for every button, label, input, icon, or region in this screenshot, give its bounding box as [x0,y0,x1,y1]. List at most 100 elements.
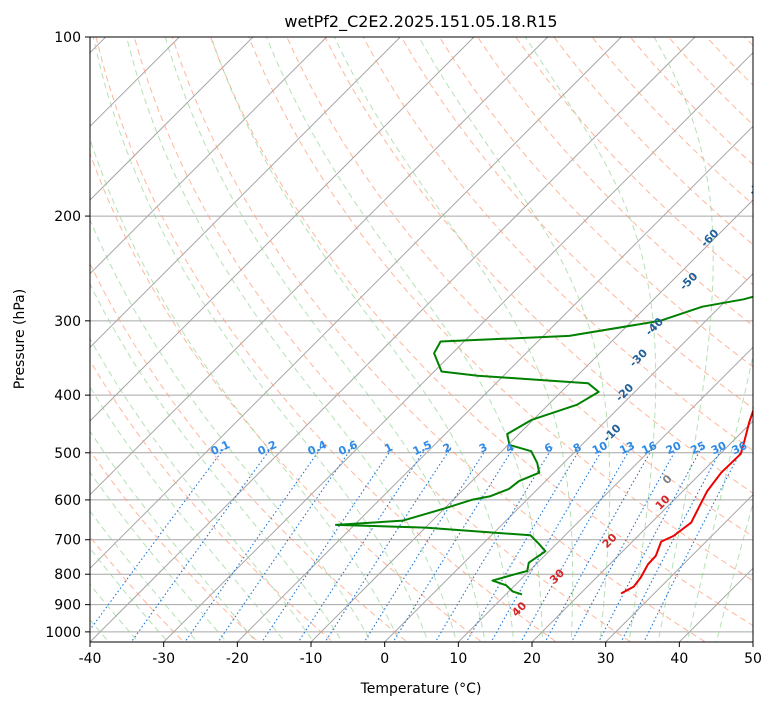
mixing-ratio-label: 13 [618,439,637,457]
dry-adiabat-line [0,37,264,647]
moist-adiabat-line [267,37,543,647]
mixing-ratio-label: 3 [477,441,489,456]
mixing-ratio-label: 0.4 [306,438,329,458]
chart-title: wetPf2_C2E2.2025.151.05.18.R15 [284,12,557,32]
mixing-ratio-label: 16 [640,439,660,457]
moist-adiabat-line [715,37,775,647]
moist-adiabat-line [0,37,231,647]
isotherm-line [0,37,327,642]
dry-adiabat-label: -60 [698,226,721,249]
mixing-ratio-label: 0.6 [336,438,359,458]
x-tick-label: -30 [152,651,175,667]
mixing-ratio-line [322,448,451,647]
moist-adiabat-line [0,37,317,647]
y-tick-label: 500 [54,446,81,462]
x-tick-label: -40 [79,651,102,667]
x-tick-label: -20 [226,651,249,667]
mixing-ratio-label: 25 [689,439,708,457]
mixing-ratio-label: 30 [709,439,729,457]
y-tick-label: 800 [54,567,81,583]
moist-adiabat-label: 40 [509,599,529,619]
moist-adiabat-line [165,37,486,647]
isotherm-line [753,37,775,642]
moist-adiabat-line [211,37,514,647]
moist-adiabat-label: 30 [547,566,567,586]
moist-adiabat-line [654,37,713,647]
dry-adiabat-line [211,37,775,647]
mixing-ratio-label: 0.2 [256,438,279,458]
y-tick-label: 900 [54,598,81,614]
dry-adiabat-line [287,37,775,647]
mixing-ratio-label: 2 [441,441,453,456]
dry-adiabat-line [478,37,775,647]
isotherm-line [16,37,621,642]
mixing-ratio-label: 1 [382,441,394,456]
mixing-ratio-line [361,448,487,647]
dewpoint-profile-line [336,37,775,594]
x-tick-label: 20 [523,651,541,667]
dry-adiabat-line [249,37,775,647]
mixing-ratio-line [543,448,653,647]
x-tick-label: 40 [670,651,688,667]
mixing-ratio-line [488,448,603,647]
mixing-ratio-label: 6 [542,440,555,455]
y-axis-label: Pressure (hPa) [12,289,28,389]
y-tick-label: 100 [54,30,81,46]
isotherm-line [532,37,775,642]
dry-adiabat-line [0,37,189,647]
y-tick-label: 1000 [45,625,81,641]
x-tick-label: 0 [380,651,389,667]
temperature-profile-line [621,37,775,594]
dry-adiabat-label: -20 [613,381,636,404]
isotherm-line [90,37,695,642]
mixing-ratio-label: 1.5 [411,438,434,458]
x-tick-label: 30 [597,651,615,667]
dry-adiabat-label: -50 [677,270,700,293]
mixing-ratio-line [295,448,426,647]
y-tick-label: 600 [54,493,81,509]
isotherm-line [311,37,775,642]
moist-adiabat-line [93,37,430,647]
dry-adiabat-line [554,37,775,647]
moist-adiabat-label: 0 [660,472,675,487]
isotherm-line [0,37,400,642]
x-axis-label: Temperature (°C) [360,681,482,697]
mixing-ratio-line [433,448,553,647]
dry-adiabat-line [516,37,775,647]
x-tick-label: -10 [300,651,323,667]
y-tick-label: 300 [54,314,81,330]
moist-adiabat-line [0,37,202,647]
dry-adiabat-label: -70 [746,175,769,198]
mixing-ratio-label: 0.1 [209,438,232,458]
y-tick-label: 700 [54,533,81,549]
dry-adiabat-line [592,37,775,647]
mixing-ratio-line [128,448,272,647]
dry-adiabat-label: -40 [643,315,666,338]
isotherm-line [0,37,253,642]
dry-adiabat-line [745,37,775,647]
y-tick-label: 200 [54,209,81,225]
mixing-ratio-line [390,448,514,647]
moist-adiabat-label: 10 [653,492,673,512]
moist-adiabat-line [16,37,346,647]
x-tick-label: 50 [744,651,762,667]
mixing-ratio-line [642,448,743,647]
series-layer [336,37,775,594]
dry-adiabat-line [707,37,775,647]
grid-layer [0,37,775,642]
adiabat-layer [0,37,775,647]
moist-adiabat-line [64,37,401,647]
dry-adiabat-label: -30 [627,346,650,369]
isotherm-line [0,37,474,642]
dry-adiabat-line [134,37,638,647]
moist-adiabat-line [0,37,260,647]
moist-adiabat-line [686,37,775,647]
isotherm-line [606,37,775,642]
dry-adiabat-line [58,37,489,647]
isotherm-line [679,37,775,642]
x-tick-label: 10 [449,651,467,667]
isotherm-line [385,37,775,642]
